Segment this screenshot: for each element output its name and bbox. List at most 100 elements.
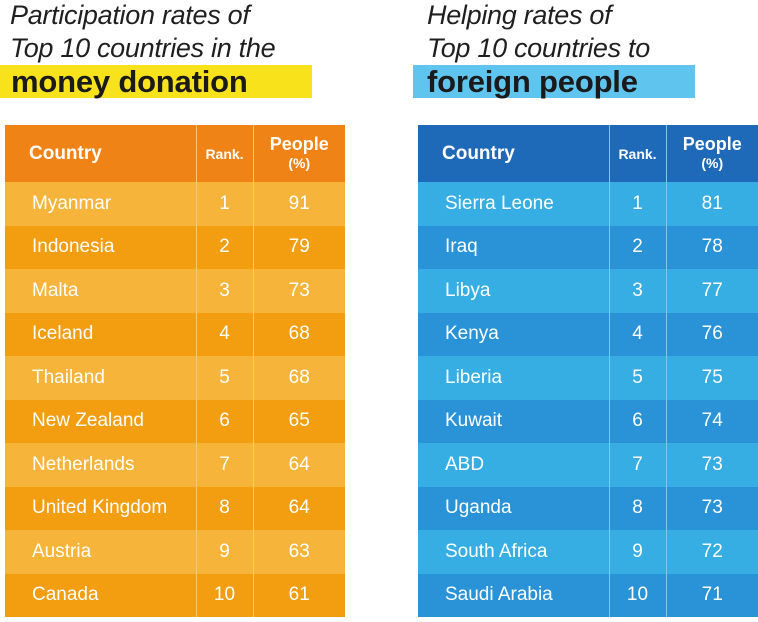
country-cell: United Kingdom [5,486,196,530]
people-percent-cell: 73 [252,269,345,313]
rank-cell: 8 [608,486,666,530]
country-cell: South Africa [418,530,609,574]
table-row: Saudi Arabia 10 71 [418,573,758,617]
country-cell: ABD [418,443,609,487]
table-row: Iraq 2 78 [418,225,758,269]
foreign-help-title-highlight: foreign people [413,65,695,98]
rank-cell: 2 [195,225,253,269]
foreign-help-header-row: Country Rank. People (%) [418,125,758,182]
people-percent-cell: 81 [665,182,758,226]
people-percent-cell: 68 [252,312,345,356]
country-cell: Myanmar [5,182,196,226]
country-cell: Liberia [418,356,609,400]
table-row: Netherlands 7 64 [5,443,345,487]
people-column-header: People (%) [665,125,758,182]
donation-title-highlight: money donation [0,65,312,98]
table-row: United Kingdom 8 64 [5,486,345,530]
people-percent-cell: 77 [665,269,758,313]
table-row: Libya 3 77 [418,269,758,313]
foreign-help-table: Country Rank. People (%) Sierra Leone 1 81… [418,125,758,617]
rank-cell: 6 [195,399,253,443]
country-cell: Iceland [5,312,196,356]
table-row: Canada 10 61 [5,573,345,617]
rank-cell: 4 [608,312,666,356]
table-row: Austria 9 63 [5,530,345,574]
country-cell: Netherlands [5,443,196,487]
country-cell: Austria [5,530,196,574]
donation-title-line2: Top 10 countries in the [10,33,276,63]
people-header-label: People [682,133,742,154]
foreign-help-title-line2: Top 10 countries to [427,33,650,63]
people-percent-cell: 73 [665,486,758,530]
table-row: Myanmar 1 91 [5,182,345,226]
country-cell: Kenya [418,312,609,356]
rank-column-header: Rank. [608,125,666,182]
rank-cell: 5 [608,356,666,400]
people-percent-cell: 76 [665,312,758,356]
people-column-header: People (%) [252,125,345,182]
rank-cell: 9 [608,530,666,574]
rank-cell: 3 [195,269,253,313]
country-cell: Indonesia [5,225,196,269]
people-percent-cell: 64 [252,443,345,487]
donation-table-body: Myanmar 1 91 Indonesia 2 79 Malta 3 73 Iceland 4 68… [5,182,345,617]
rank-cell: 9 [195,530,253,574]
people-percent-cell: 73 [665,443,758,487]
foreign-help-table-body: Sierra Leone 1 81 Iraq 2 78 Libya 3 77 Kenya 4 76 Li… [418,182,758,617]
people-percent-cell: 68 [252,356,345,400]
rank-cell: 3 [608,269,666,313]
table-row: Malta 3 73 [5,269,345,313]
table-row: Uganda 8 73 [418,486,758,530]
rank-cell: 4 [195,312,253,356]
rank-cell: 1 [195,182,253,226]
foreign-help-title-line1: Helping rates of [427,0,612,30]
country-cell: Kuwait [418,399,609,443]
table-row: ABD 7 73 [418,443,758,487]
people-percent-cell: 78 [665,225,758,269]
country-cell: Libya [418,269,609,313]
rank-cell: 10 [195,573,253,617]
people-percent-cell: 63 [252,530,345,574]
country-cell: Thailand [5,356,196,400]
rank-cell: 2 [608,225,666,269]
country-cell: Iraq [418,225,609,269]
country-column-header: Country [418,125,609,182]
rank-cell: 1 [608,182,666,226]
people-percent-cell: 61 [252,573,345,617]
people-percent-cell: 74 [665,399,758,443]
table-row: Thailand 5 68 [5,356,345,400]
table-row: Kuwait 6 74 [418,399,758,443]
table-row: Sierra Leone 1 81 [418,182,758,226]
people-percent-cell: 79 [252,225,345,269]
table-row: South Africa 9 72 [418,530,758,574]
country-cell: Saudi Arabia [418,573,609,617]
rank-cell: 7 [195,443,253,487]
country-cell: New Zealand [5,399,196,443]
rank-cell: 7 [608,443,666,487]
table-row: Kenya 4 76 [418,312,758,356]
table-row: Liberia 5 75 [418,356,758,400]
rank-cell: 5 [195,356,253,400]
table-row: New Zealand 6 65 [5,399,345,443]
people-header-unit: (%) [701,154,724,171]
people-header-unit: (%) [288,154,311,171]
country-cell: Malta [5,269,196,313]
country-cell: Uganda [418,486,609,530]
donation-header-row: Country Rank. People (%) [5,125,345,182]
people-percent-cell: 71 [665,573,758,617]
rank-cell: 6 [608,399,666,443]
people-percent-cell: 64 [252,486,345,530]
donation-table: Country Rank. People (%) Myanmar 1 91 Indon… [5,125,345,617]
country-cell: Sierra Leone [418,182,609,226]
people-percent-cell: 75 [665,356,758,400]
people-percent-cell: 72 [665,530,758,574]
rank-cell: 8 [195,486,253,530]
rank-column-header: Rank. [195,125,253,182]
table-row: Indonesia 2 79 [5,225,345,269]
people-percent-cell: 65 [252,399,345,443]
rank-cell: 10 [608,573,666,617]
donation-title-line1: Participation rates of [10,0,250,30]
people-header-label: People [269,133,329,154]
country-column-header: Country [5,125,196,182]
country-cell: Canada [5,573,196,617]
